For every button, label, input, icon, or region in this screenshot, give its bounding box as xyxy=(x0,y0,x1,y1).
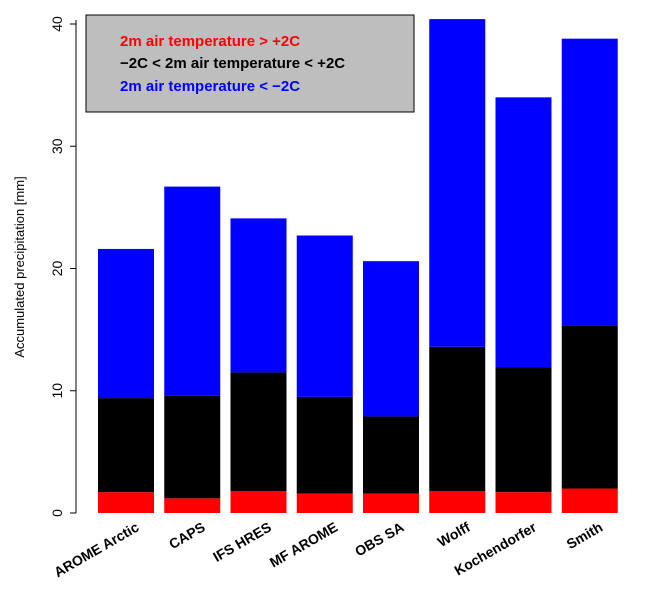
x-tick-label: CAPS xyxy=(166,519,208,552)
y-tick-label: 10 xyxy=(49,383,65,399)
y-tick-label: 40 xyxy=(49,16,65,32)
x-tick-label: Wolff xyxy=(435,519,473,550)
y-axis: 0 10 20 30 40 Accumulated precipitation [mm] xyxy=(12,16,77,517)
legend-entry-2: −2C < 2m air temperature < +2C xyxy=(120,55,345,72)
bar-segment xyxy=(429,19,486,347)
y-axis-label: Accumulated precipitation [mm] xyxy=(12,176,27,357)
y-tick-label: 20 xyxy=(49,261,65,277)
bar-segment xyxy=(495,492,552,513)
legend-entry-3: 2m air temperature < −2C xyxy=(120,78,300,95)
bar-segment xyxy=(98,492,154,513)
bars-layer xyxy=(98,19,618,513)
y-tick-label: 30 xyxy=(49,138,65,154)
bar-segment xyxy=(230,490,287,513)
bar-segment xyxy=(495,367,552,493)
bar-segment xyxy=(561,488,618,513)
bar-segment xyxy=(363,493,419,513)
x-tick-label: Smith xyxy=(564,519,606,552)
bar-segment xyxy=(164,395,221,499)
bar-segment xyxy=(164,498,221,513)
legend-box xyxy=(85,14,415,113)
legend-entry-1: 2m air temperature > +2C xyxy=(120,33,300,50)
bar-segment xyxy=(296,396,353,494)
bar-segment xyxy=(296,235,353,397)
bar-segment xyxy=(164,186,221,396)
bar-segment xyxy=(429,490,486,513)
bar-segment xyxy=(561,38,618,326)
bar-segment xyxy=(230,372,287,491)
bar-segment xyxy=(230,218,287,373)
bar-segment xyxy=(429,346,486,491)
bar-segment xyxy=(495,97,552,368)
x-tick-label: IFS HRES xyxy=(210,519,274,565)
y-ticks: 0 10 20 30 40 xyxy=(49,16,76,517)
bar-segment xyxy=(98,248,154,399)
x-tick-label: OBS SA xyxy=(352,519,406,560)
legend: 2m air temperature > +2C −2C < 2m air te… xyxy=(85,14,415,113)
bar-segment xyxy=(363,416,419,494)
bar-segment xyxy=(98,398,154,493)
bar-segment xyxy=(561,325,618,489)
bar-segment xyxy=(363,261,419,417)
bar-segment xyxy=(296,493,353,513)
x-tick-label: AROME Arctic xyxy=(51,519,142,581)
y-tick-label: 0 xyxy=(49,509,65,517)
x-tick-label: MF AROME xyxy=(267,519,341,571)
